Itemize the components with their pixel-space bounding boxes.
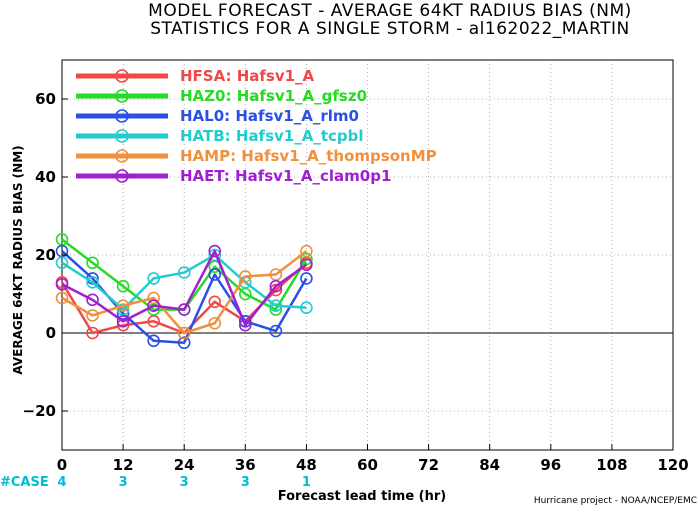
legend-marker	[115, 89, 129, 103]
series-point	[86, 309, 99, 322]
series-group	[55, 244, 313, 340]
grid-lines	[62, 60, 673, 450]
x-axis-ticks: 0 12 24 36 48 60 72 84 96 108 120	[57, 444, 689, 474]
case-label: #CASE	[0, 475, 49, 490]
legend-entry-label: HAL0: Hafsv1_A_rlm0	[180, 107, 359, 125]
series-point	[55, 256, 69, 270]
series-point	[147, 299, 160, 313]
series-point	[177, 326, 191, 340]
series-line	[61, 250, 308, 335]
series-point	[300, 272, 313, 285]
series-point	[300, 258, 313, 272]
x-axis-label: Forecast lead time (hr)	[278, 489, 446, 504]
legend-marker	[115, 109, 129, 123]
x-tick-label: 24	[174, 456, 195, 474]
x-tick-label: 84	[479, 456, 500, 474]
series-point	[239, 314, 252, 328]
series-point	[300, 244, 313, 258]
series-point	[208, 248, 222, 262]
case-count: 1	[302, 475, 311, 490]
series-point	[86, 326, 99, 340]
series-point	[147, 334, 160, 348]
y-tick-label: 0	[46, 324, 56, 342]
y-tick-label: −20	[23, 402, 56, 420]
series-point	[269, 279, 283, 293]
y-tick-label: 40	[35, 168, 56, 186]
series-point	[239, 318, 252, 332]
series-point	[208, 268, 222, 281]
x-tick-label: 36	[235, 456, 256, 474]
y-tick-label: 60	[35, 90, 56, 108]
series-point	[116, 279, 130, 293]
series-point	[208, 295, 222, 309]
credit-text: Hurricane project - NOAA/NCEP/EMC	[534, 496, 697, 506]
series-point	[147, 272, 160, 285]
series-point	[239, 270, 252, 283]
y-axis-label: AVERAGE 64KT RADIUS BIAS (NM)	[11, 145, 25, 374]
legend-entry-label: HATB: Hafsv1_A_tcpbl	[180, 127, 364, 145]
chart-title-line1: MODEL FORECAST - AVERAGE 64KT RADIUS BIA…	[148, 1, 632, 21]
series-point	[208, 316, 222, 330]
series-point	[55, 291, 69, 305]
legend-marker	[115, 69, 129, 83]
series-point	[147, 291, 160, 305]
series-point	[300, 252, 313, 266]
series-layer	[55, 233, 313, 350]
series-point	[177, 336, 191, 350]
case-count: 3	[180, 475, 189, 490]
case-count: 3	[241, 475, 250, 490]
series-point	[177, 303, 191, 316]
x-tick-label: 108	[596, 456, 627, 474]
x-tick-label: 48	[296, 456, 317, 474]
legend-entry-label: HAZ0: Hafsv1_A_gfsz0	[180, 87, 367, 105]
series-point	[300, 301, 313, 314]
chart-title-line2: STATISTICS FOR A SINGLE STORM - al162022…	[150, 19, 630, 39]
legend-marker	[115, 149, 129, 163]
plot-area: HFSA: Hafsv1_A HAZ0: Hafsv1_A_gfsz0 HAL0: …	[55, 59, 674, 451]
legend-marker	[115, 129, 129, 143]
x-tick-label: 60	[357, 456, 378, 474]
legend-entry-label: HAMP: Hafsv1_A_thompsonMP	[180, 147, 437, 165]
series-point	[269, 283, 283, 297]
series-point	[86, 256, 99, 270]
y-tick-label: 20	[35, 246, 56, 264]
series-point	[116, 299, 130, 313]
x-tick-label: 120	[657, 456, 688, 474]
series-line	[61, 249, 308, 327]
case-count: 4	[57, 475, 66, 490]
series-point	[55, 277, 69, 291]
series-point	[86, 275, 99, 289]
y-axis-ticks: −20 0 20 40 60	[23, 90, 68, 420]
x-tick-label: 72	[418, 456, 439, 474]
x-tick-label: 0	[57, 456, 67, 474]
case-values: 4 3 3 3 1	[57, 475, 310, 490]
case-count: 3	[119, 475, 128, 490]
series-point	[269, 303, 283, 316]
series-point	[177, 266, 191, 279]
legend: HFSA: Hafsv1_A HAZ0: Hafsv1_A_gfsz0 HAL0: …	[76, 67, 437, 185]
legend-entry-label: HFSA: Hafsv1_A	[180, 67, 315, 85]
series-point	[269, 299, 283, 313]
legend-entry-label: HAET: Hafsv1_A_clam0p1	[180, 167, 391, 185]
series-point	[116, 314, 130, 328]
series-point	[269, 324, 283, 338]
legend-marker	[115, 169, 129, 183]
series-point	[86, 293, 99, 307]
series-point	[208, 244, 222, 258]
x-tick-label: 12	[113, 456, 134, 474]
series-group	[55, 244, 313, 332]
x-tick-label: 96	[540, 456, 561, 474]
